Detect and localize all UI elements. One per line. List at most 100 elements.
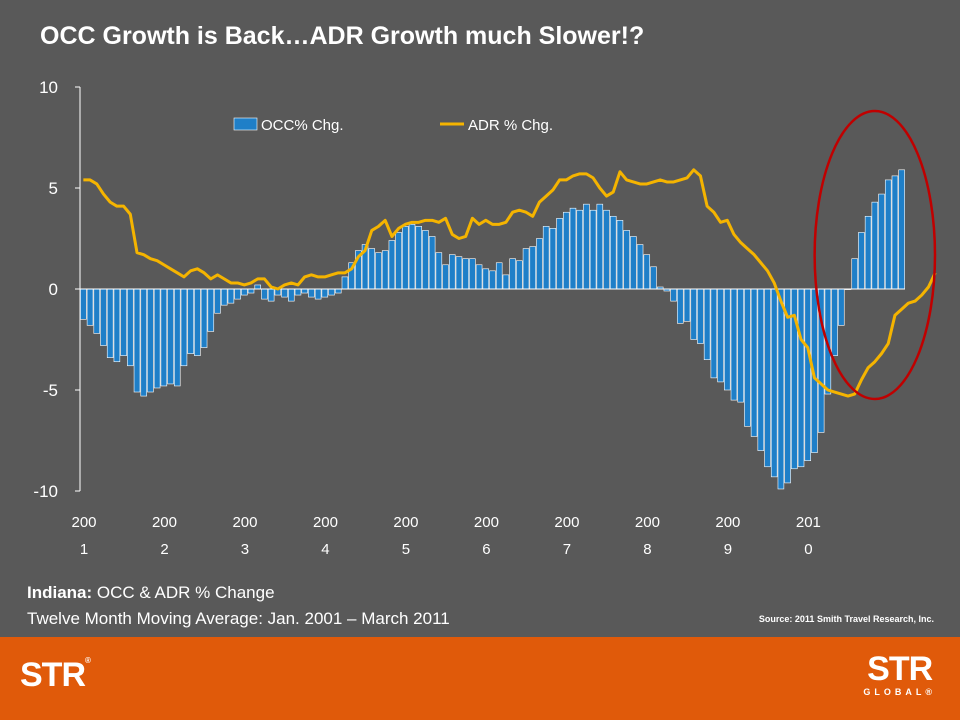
- chart: 1050-5-102001200220032004200520062007200…: [33, 78, 937, 558]
- str-global-logo: STR GLOBAL®: [863, 652, 936, 698]
- occ-bar: [448, 254, 456, 290]
- occ-bar: [884, 179, 892, 290]
- x-tick-label-bottom: 5: [402, 541, 410, 558]
- occ-bar: [576, 209, 583, 290]
- region-label: Indiana:: [27, 583, 93, 602]
- occ-bar: [133, 288, 141, 393]
- occ-bar: [462, 258, 469, 290]
- occ-bar: [757, 288, 765, 451]
- occ-bars: [80, 169, 905, 490]
- occ-bar: [341, 276, 349, 290]
- occ-bar: [804, 288, 811, 461]
- x-tick-label-top: 200: [635, 514, 660, 531]
- occ-bar: [636, 244, 644, 290]
- occ-bar: [388, 240, 396, 290]
- occ-bar: [750, 288, 758, 437]
- occ-bar: [402, 226, 409, 290]
- occ-bar: [442, 264, 449, 290]
- occ-bar: [261, 288, 268, 300]
- occ-bar: [227, 288, 235, 304]
- occ-bar: [710, 288, 718, 379]
- occ-bar: [723, 288, 731, 391]
- x-tick-label-bottom: 9: [724, 541, 732, 558]
- occ-bar: [267, 288, 275, 302]
- occ-bar: [838, 288, 845, 326]
- adr-line-layer: [83, 168, 937, 398]
- occ-bar: [764, 288, 771, 468]
- occ-bar: [422, 230, 429, 290]
- occ-bar: [234, 288, 241, 300]
- occ-bar: [328, 288, 335, 296]
- x-tick-label-top: 200: [71, 514, 96, 531]
- slide-title: OCC Growth is Back…ADR Growth much Slowe…: [40, 22, 645, 50]
- occ-bar: [254, 284, 261, 290]
- x-tick-label-top: 201: [796, 514, 821, 531]
- occ-bar: [717, 288, 724, 383]
- footer-region-line: Indiana: OCC & ADR % Change: [27, 583, 275, 603]
- occ-bar: [797, 288, 805, 468]
- occ-bar: [220, 288, 228, 306]
- occ-bar: [516, 260, 523, 290]
- str-logo: STR®: [20, 656, 91, 695]
- occ-bar: [428, 236, 436, 290]
- highlight-ellipse: [813, 109, 937, 401]
- occ-bar: [858, 232, 865, 290]
- x-tick-label: 2001: [71, 514, 96, 558]
- occ-bar: [878, 193, 885, 290]
- x-tick-label-top: 200: [313, 514, 338, 531]
- x-tick-label-bottom: 4: [321, 541, 329, 558]
- occ-bar: [690, 288, 697, 340]
- x-tick-label-bottom: 2: [160, 541, 168, 558]
- occ-bar: [127, 288, 134, 367]
- occ-bar: [86, 288, 94, 326]
- x-tick-label-bottom: 1: [80, 541, 88, 558]
- y-tick-label: 0: [49, 280, 58, 299]
- x-tick-label-bottom: 0: [804, 541, 812, 558]
- occ-bar: [643, 254, 651, 290]
- occ-bar: [536, 238, 543, 290]
- occ-bar: [368, 248, 376, 290]
- x-tick-label-bottom: 3: [241, 541, 249, 558]
- occ-bar: [623, 230, 630, 290]
- occ-bar: [475, 264, 483, 290]
- legend-label-adr: ADR % Chg.: [468, 117, 553, 134]
- x-tick-label-top: 200: [393, 514, 418, 531]
- occ-bar: [321, 288, 329, 298]
- occ-bar: [281, 288, 288, 298]
- region-description: OCC & ADR % Change: [96, 583, 275, 602]
- y-tick-label: -5: [43, 381, 58, 400]
- occ-bar: [167, 288, 174, 385]
- occ-bar: [415, 226, 422, 290]
- occ-bar: [509, 258, 516, 290]
- occ-bar: [308, 288, 315, 298]
- occ-bar: [469, 258, 476, 290]
- x-tick-label-bottom: 6: [482, 541, 490, 558]
- occ-bar: [241, 288, 248, 296]
- occ-bar: [113, 288, 121, 363]
- occ-bar: [187, 288, 194, 354]
- occ-bar: [542, 226, 550, 290]
- occ-bar: [670, 288, 677, 302]
- occ-bar: [194, 288, 201, 356]
- source-note: Source: 2011 Smith Travel Research, Inc.: [758, 614, 934, 624]
- footer-subtitle: Twelve Month Moving Average: Jan. 2001 –…: [27, 609, 450, 628]
- occ-bar: [630, 236, 637, 290]
- occ-bar: [677, 288, 684, 324]
- occ-bar: [214, 288, 221, 314]
- occ-bar: [435, 252, 443, 290]
- occ-bar: [770, 288, 778, 478]
- occ-bar: [247, 288, 255, 294]
- occ-bar: [408, 224, 416, 290]
- occ-bar: [301, 288, 308, 294]
- chart-axes: [75, 86, 905, 492]
- occ-bar: [314, 288, 322, 300]
- occ-bar: [529, 246, 536, 290]
- occ-bar: [583, 203, 590, 290]
- x-tick-label-top: 200: [554, 514, 579, 531]
- x-tick-label-bottom: 8: [643, 541, 651, 558]
